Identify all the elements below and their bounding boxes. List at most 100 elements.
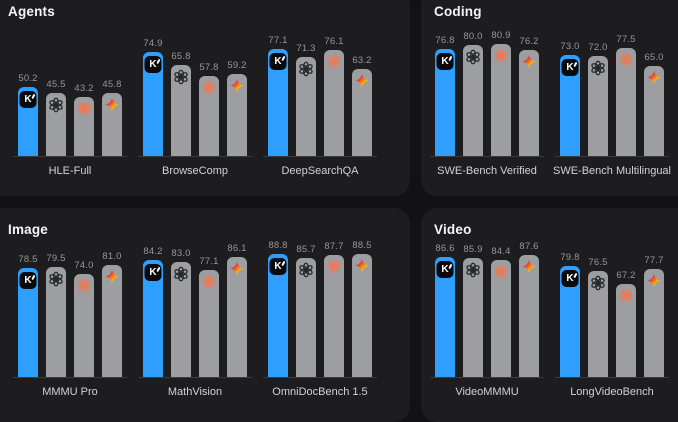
openai-icon <box>174 266 188 282</box>
gemini-star-icon <box>355 258 369 273</box>
bar-value-label: 76.5 <box>588 257 608 268</box>
bar-gemini-star-logo: 65.0 <box>644 52 664 157</box>
bar-value-label: 85.9 <box>463 244 483 255</box>
bar-icon-wrap <box>298 61 314 77</box>
bar-icon-wrap: K <box>436 53 454 70</box>
benchmark-label: SWE-Bench Verified <box>435 165 539 177</box>
benchmark-label-text: BrowseComp <box>161 165 229 177</box>
panel-agents: Agents 50.2 K 45.5 43.2 45.8 HLE-Full 74.9 K 65.… <box>0 0 410 196</box>
bar-icon-wrap <box>647 70 662 85</box>
bar-gemini-star-logo: 76.2 <box>519 36 539 157</box>
bar-icon-wrap: K <box>144 264 162 281</box>
bar-value-label: 77.5 <box>616 34 636 45</box>
kimi-k-icon: K <box>144 264 162 281</box>
claude-asterisk-icon <box>202 80 216 95</box>
bar-anthropic-asterisk-logo: 77.1 <box>199 256 219 378</box>
bar-openai-logo: 76.5 <box>588 257 608 378</box>
bar-icon-wrap: K <box>436 261 454 278</box>
bar-value-label: 77.1 <box>268 35 288 46</box>
openai-icon <box>591 60 605 76</box>
claude-asterisk-icon <box>77 278 91 293</box>
bar-cluster: 73.0 K 72.0 77.5 65.0 <box>555 0 669 157</box>
benchmark-label-text: SWE-Bench Verified <box>437 165 537 177</box>
benchmark-label-text: DeepSearchQA <box>281 165 359 177</box>
panel-title-image: Image <box>8 222 49 237</box>
bar-icon-wrap <box>355 73 370 88</box>
bar-value-label: 73.0 <box>560 41 580 52</box>
bar-openai-logo: 85.7 <box>296 244 316 378</box>
bar-icon-wrap <box>173 69 189 85</box>
bar-openai-logo: 72.0 <box>588 42 608 157</box>
kimi-k-icon: K <box>144 56 162 73</box>
benchmark-label-text: VideoMMMU <box>455 386 519 398</box>
gemini-star-icon <box>522 54 536 69</box>
bar-value-label: 59.2 <box>227 60 247 71</box>
benchmark-label: BrowseComp <box>143 165 247 177</box>
bar-anthropic-asterisk-logo: 84.4 <box>491 246 511 378</box>
bar-value-label: 83.0 <box>171 248 191 259</box>
panel-coding: Coding 76.8 K 80.0 80.9 76.2 SWE-Bench Verifi… <box>421 0 678 196</box>
bar-cluster: 50.2 K 45.5 43.2 45.8 <box>13 0 127 157</box>
bar-gemini-star-logo: 45.8 <box>102 79 122 157</box>
bar-icon-wrap <box>619 288 634 303</box>
kimi-k-icon: K <box>561 270 579 287</box>
bar-icon-wrap: K <box>269 258 287 275</box>
panel-title-video: Video <box>434 222 472 237</box>
bar-k-logo: 74.9 K <box>143 38 163 157</box>
benchmark-label-text: MathVision <box>167 386 223 398</box>
bar-icon-wrap: K <box>561 59 579 76</box>
bar-value-label: 45.8 <box>102 79 122 90</box>
bar-anthropic-asterisk-logo: 80.9 <box>491 30 511 157</box>
bar-value-label: 88.8 <box>268 240 288 251</box>
claude-asterisk-icon <box>619 288 633 303</box>
coding-chart-groups: 76.8 K 80.0 80.9 76.2 SWE-Bench Verified 73.0 K… <box>430 0 671 177</box>
gemini-star-icon <box>522 259 536 274</box>
claude-asterisk-icon <box>494 48 508 63</box>
bar-value-label: 87.6 <box>519 241 539 252</box>
benchmark-label-text: MMMU Pro <box>42 386 98 398</box>
claude-asterisk-icon <box>202 274 216 289</box>
openai-icon <box>49 271 63 287</box>
benchmark-group: 88.8 K 85.7 87.7 88.5 OmniDocBench 1.5 <box>263 208 377 398</box>
bar-openai-logo: 71.3 <box>296 43 316 157</box>
claude-asterisk-icon <box>327 259 341 274</box>
agents-chart-groups: 50.2 K 45.5 43.2 45.8 HLE-Full 74.9 K 65.8 57.8 59… <box>13 0 377 177</box>
bar-cluster: 88.8 K 85.7 87.7 88.5 <box>263 208 377 378</box>
kimi-k-icon: K <box>561 59 579 76</box>
benchmark-group: 50.2 K 45.5 43.2 45.8 HLE-Full <box>13 0 127 177</box>
bar-k-logo: 77.1 K <box>268 35 288 157</box>
bar-anthropic-asterisk-logo: 77.5 <box>616 34 636 157</box>
claude-asterisk-icon <box>327 54 341 69</box>
bar-value-label: 67.2 <box>616 270 636 281</box>
kimi-k-icon: K <box>269 258 287 275</box>
bar-icon-wrap <box>465 262 481 278</box>
benchmark-group: 74.9 K 65.8 57.8 59.2 BrowseComp <box>138 0 252 177</box>
openai-icon <box>49 97 63 113</box>
bar-icon-wrap <box>77 278 92 293</box>
video-chart-groups: 86.6 K 85.9 84.4 87.6 VideoMMMU 79.8 K 76.5 67.2 7… <box>430 208 669 398</box>
bar-openai-logo: 45.5 <box>46 79 66 157</box>
openai-icon <box>174 69 188 85</box>
bar-icon-wrap: K <box>19 272 37 289</box>
openai-icon <box>591 275 605 291</box>
bar-anthropic-asterisk-logo: 87.7 <box>324 241 344 378</box>
bar-value-label: 76.1 <box>324 36 344 47</box>
benchmark-label-text: OmniDocBench 1.5 <box>272 386 368 398</box>
bar-icon-wrap <box>48 271 64 287</box>
bar-k-logo: 84.2 K <box>143 246 163 378</box>
bar-k-logo: 86.6 K <box>435 243 455 378</box>
kimi-k-icon: K <box>436 261 454 278</box>
bar-cluster: 76.8 K 80.0 80.9 76.2 <box>430 0 544 157</box>
benchmark-group: 77.1 K 71.3 76.1 63.2 DeepSearchQA <box>263 0 377 177</box>
kimi-k-icon: K <box>269 53 287 70</box>
gemini-star-icon <box>230 78 244 93</box>
bar-icon-wrap: K <box>144 56 162 73</box>
bar-openai-logo: 79.5 <box>46 253 66 378</box>
bar-value-label: 72.0 <box>588 42 608 53</box>
bar-icon-wrap <box>48 97 64 113</box>
bar-value-label: 43.2 <box>74 83 94 94</box>
bar-k-logo: 88.8 K <box>268 240 288 378</box>
bar-openai-logo: 65.8 <box>171 51 191 157</box>
bar-k-logo: 73.0 K <box>560 41 580 157</box>
bar-icon-wrap <box>647 273 662 288</box>
